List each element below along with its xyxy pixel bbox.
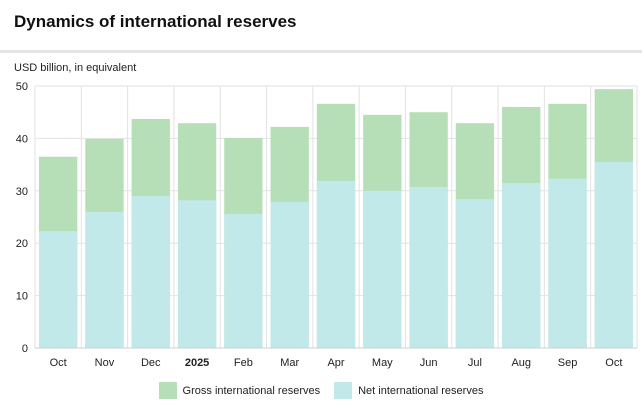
bar-net [131,196,170,348]
divider [0,50,642,53]
bar-net [39,231,78,348]
bar-net [502,182,541,348]
x-tick-label: Jun [420,357,438,369]
x-tick-label: Oct [50,357,67,369]
y-tick-label: 20 [16,238,28,250]
x-tick-label: Jul [468,357,482,369]
y-tick-label: 40 [16,133,28,145]
bar-net [363,190,402,348]
x-tick-label: Dec [141,357,161,369]
x-tick-label: Apr [327,357,344,369]
legend-item-net[interactable]: Net international reserves [334,382,483,399]
bar-net [316,180,356,348]
y-axis-label: USD billion, in equivalent [14,62,137,74]
x-tick-label: Nov [95,357,115,369]
bar-chart: 0 10 20 30 40 50 Oct Nov Dec 2025 Feb Mar Apr May Jun J… [16,81,638,369]
legend: Gross international reserves Net interna… [0,382,642,399]
x-tick-label: 2025 [185,357,209,369]
bar-net [409,187,448,348]
x-tick-label: Oct [605,357,622,369]
x-tick-label: Mar [280,357,299,369]
y-tick-label: 30 [16,186,28,198]
legend-swatch-net [334,382,353,399]
x-tick-label: Sep [558,357,578,369]
y-tick-label: 0 [22,343,28,355]
bar-net [224,213,263,348]
legend-label-gross: Gross international reserves [182,384,321,397]
legend-swatch-gross [158,382,177,399]
x-tick-label: Feb [234,357,253,369]
bar-net [177,200,217,348]
x-tick-label: Aug [511,357,531,369]
bar-net [594,161,633,348]
x-tick-label: May [372,357,393,369]
y-tick-label: 50 [16,81,28,93]
legend-item-gross[interactable]: Gross international reserves [158,382,321,399]
legend-label-net: Net international reserves [358,384,484,397]
bar-net [455,199,495,348]
bar-net [548,178,587,348]
bar-net [85,211,124,348]
bar-net [270,201,309,348]
y-tick-label: 10 [16,291,28,303]
chart-title: Dynamics of international reserves [14,12,297,31]
